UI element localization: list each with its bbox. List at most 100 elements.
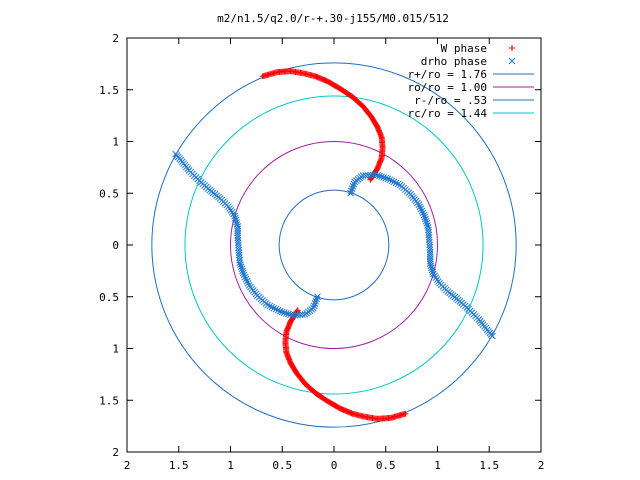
drho-phase-point	[285, 310, 292, 318]
drho-phase-point	[384, 175, 392, 183]
w-phase-point	[402, 410, 409, 417]
legend-marker	[508, 57, 516, 65]
drho-phase-point	[382, 174, 390, 182]
legend-label: r+/ro = 1.76	[408, 68, 487, 81]
drho-phase-point	[241, 273, 249, 281]
drho-phase-point	[394, 180, 402, 188]
drho-phase-point	[274, 306, 282, 314]
drho-phase-point	[421, 213, 429, 221]
drho-phase-point	[234, 223, 242, 230]
drho-phase-point	[244, 279, 252, 287]
drho-phase-point	[422, 215, 429, 223]
drho-phase-point	[374, 171, 381, 179]
x-tick-label: 1	[227, 459, 234, 472]
drho-phase-point	[233, 218, 240, 226]
reference-circle	[151, 62, 517, 428]
drho-phase-point	[348, 185, 356, 193]
chart-title: m2/n1.5/q2.0/r-+.30-j155/M0.015/512	[217, 12, 449, 25]
drho-phase-point	[390, 178, 398, 186]
drho-phase-point	[287, 311, 294, 319]
x-tick-label: 1.5	[169, 459, 189, 472]
drho-phase-point	[416, 203, 424, 211]
drho-phase-point	[289, 312, 296, 319]
reference-circle	[184, 95, 484, 395]
y-tick-label: 0	[112, 239, 119, 252]
x-tick-label: 0	[331, 459, 338, 472]
drho-phase-point	[489, 332, 496, 340]
drho-phase-point	[392, 179, 400, 187]
legend-label: ro/ro = 1.00	[408, 81, 487, 94]
x-tick-label: 1	[434, 459, 441, 472]
reference-circle	[230, 141, 438, 349]
drho-phase-point	[233, 220, 241, 228]
reference-circles	[151, 62, 517, 428]
drho-phase-point	[172, 150, 179, 158]
drho-phase-point	[386, 176, 394, 184]
drho-phase-point	[268, 303, 276, 311]
drho-phase-point	[427, 262, 435, 270]
drho-phase-point	[245, 282, 253, 289]
drho-phase-point	[376, 172, 383, 180]
y-tick-label: 2	[112, 446, 119, 459]
drho-phase-point	[270, 304, 278, 312]
drho-phase-point	[428, 266, 436, 274]
drho-phase-point	[237, 263, 245, 271]
y-tick-label: 1.5	[99, 84, 119, 97]
drho-phase-point	[239, 269, 247, 277]
data-points	[172, 68, 496, 422]
drho-phase-point	[283, 309, 290, 317]
drho-phase-point	[239, 267, 246, 275]
drho-phase-point	[242, 275, 250, 283]
legend-label: rc/ro = 1.44	[408, 107, 488, 120]
drho-phase-point	[429, 268, 437, 276]
drho-phase-point	[415, 201, 423, 208]
legend-label: W phase	[441, 42, 487, 55]
drho-phase-point	[388, 177, 396, 185]
x-tick-label: 2	[538, 459, 545, 472]
drho-phase-point	[378, 173, 385, 181]
legend-marker	[509, 45, 515, 51]
drho-phase-point	[422, 217, 430, 225]
legend-label: r-/ro = .53	[414, 94, 487, 107]
drho-phase-point	[312, 297, 320, 305]
drho-phase-point	[420, 211, 428, 219]
drho-phase-point	[426, 260, 434, 267]
drho-phase-point	[240, 271, 248, 279]
y-tick-label: 1	[112, 136, 119, 149]
y-tick-label: 0.5	[99, 187, 119, 200]
x-tick-label: 0.5	[376, 459, 396, 472]
drho-phase-point	[232, 216, 240, 224]
y-tick-label: 1.5	[99, 394, 119, 407]
y-tick-label: 0.5	[99, 291, 119, 304]
x-tick-label: 0.5	[272, 459, 292, 472]
drho-phase-point	[347, 189, 354, 197]
x-tick-label: 1.5	[479, 459, 499, 472]
drho-phase-point	[243, 277, 251, 285]
legend-label: drho phase	[421, 55, 487, 68]
drho-phase-point	[428, 264, 435, 272]
drho-phase-point	[311, 300, 319, 307]
drho-phase-point	[231, 214, 239, 222]
drho-phase-point	[418, 207, 426, 215]
drho-phase-point	[278, 308, 286, 316]
x-tick-label: 2	[124, 459, 131, 472]
drho-phase-point	[314, 293, 321, 301]
drho-phase-point	[266, 302, 274, 310]
drho-phase-point	[313, 295, 320, 303]
drho-phase-point	[423, 219, 431, 227]
drho-phase-point	[238, 265, 246, 273]
drho-phase-point	[272, 305, 280, 313]
y-tick-label: 2	[112, 32, 119, 45]
drho-phase-point	[417, 205, 425, 213]
reference-circle	[278, 189, 390, 301]
drho-phase-point	[380, 174, 388, 181]
drho-phase-point	[372, 171, 379, 178]
w-phase-point	[259, 73, 266, 80]
drho-phase-point	[276, 307, 284, 315]
y-tick-label: 1	[112, 343, 119, 356]
drho-phase-point	[349, 183, 357, 190]
drho-phase-point	[419, 209, 427, 217]
